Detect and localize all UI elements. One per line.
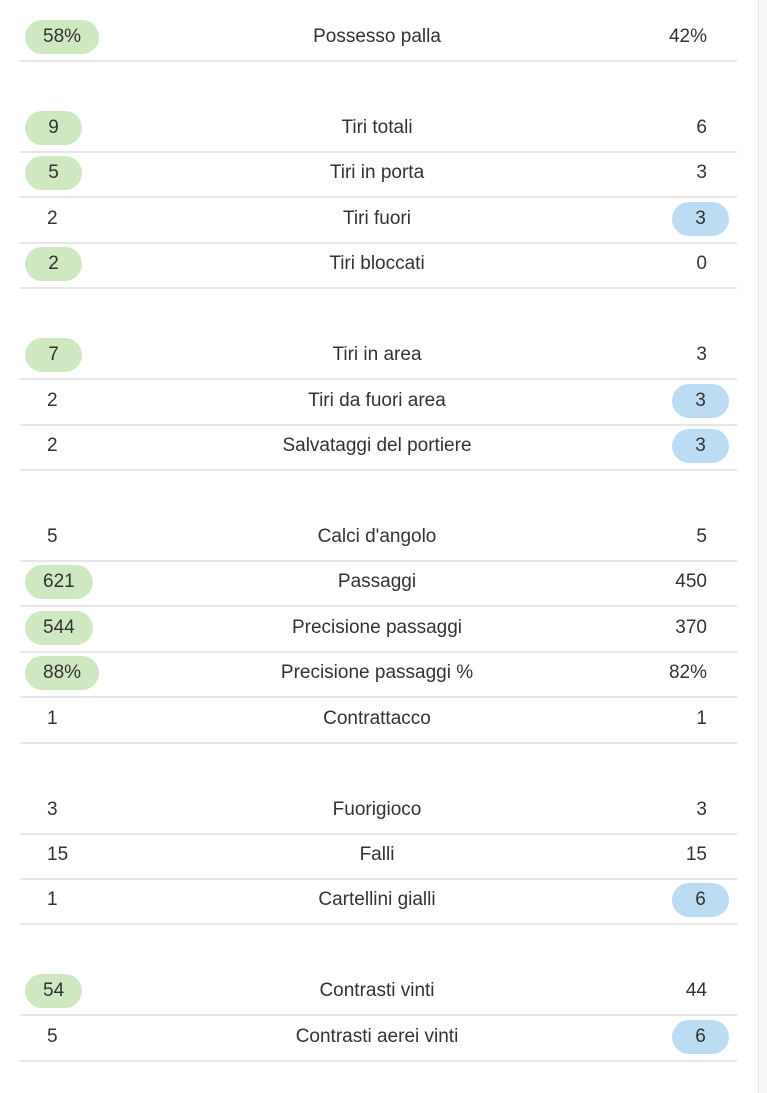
home-value: 9 <box>25 111 82 145</box>
row-divider <box>20 650 737 653</box>
stat-label: Falli <box>359 844 395 865</box>
row-divider <box>20 151 737 153</box>
stat-label: Tiri totali <box>341 117 413 138</box>
stat-row: 2 Salvataggi del portiere 3 <box>0 424 767 469</box>
away-value: 3 <box>696 798 707 820</box>
stat-label: Precisione passaggi % <box>280 662 474 684</box>
row-divider <box>20 287 737 290</box>
stat-row: 2 Tiri da fuori area 3 <box>0 379 767 424</box>
stat-row: 58% Possesso palla 42% <box>0 15 767 60</box>
stat-label: Tiri in area <box>332 344 422 366</box>
home-value: 2 <box>47 207 58 229</box>
stat-label: Calci d'angolo <box>317 526 437 547</box>
stat-label: Tiri da fuori area <box>308 389 446 411</box>
stat-label: Cartellini gialli <box>318 889 436 911</box>
row-divider <box>20 832 737 835</box>
row-divider <box>20 423 737 426</box>
home-value: 2 <box>25 247 82 282</box>
home-value: 15 <box>47 844 69 865</box>
away-value: 0 <box>696 253 707 275</box>
home-value: 88% <box>25 656 100 691</box>
row-divider <box>20 923 737 926</box>
stat-row: 2 Tiri bloccati 0 <box>0 242 767 287</box>
away-value: 5 <box>696 526 707 547</box>
stat-row: 88% Precisione passaggi % 82% <box>0 651 767 696</box>
stat-row: 7 Tiri in area 3 <box>0 333 767 378</box>
stat-row: 9 Tiri totali 6 <box>0 106 767 151</box>
home-value: 2 <box>47 389 58 411</box>
away-value: 3 <box>672 383 729 418</box>
scrollbar <box>758 0 767 1093</box>
stat-row: 2 Tiri fuori 3 <box>0 197 767 242</box>
stat-row: 15 Falli 15 <box>0 833 767 878</box>
home-value: 621 <box>25 565 93 600</box>
home-value: 5 <box>47 526 58 547</box>
stat-row: 1 Cartellini gialli 6 <box>0 878 767 923</box>
stat-row: 544 Precisione passaggi 370 <box>0 606 767 651</box>
row-divider <box>20 878 737 880</box>
away-value: 3 <box>672 429 729 463</box>
stat-label: Contrasti aerei vinti <box>295 1025 459 1047</box>
row-divider <box>20 696 737 699</box>
home-value: 5 <box>47 1025 58 1047</box>
stat-row: 5 Tiri in porta 3 <box>0 151 767 196</box>
away-value: 370 <box>675 616 707 638</box>
stat-row: 5 Contrasti aerei vinti 6 <box>0 1015 767 1060</box>
home-value: 544 <box>25 610 93 645</box>
stat-row: 54 Contrasti vinti 44 <box>0 969 767 1014</box>
stat-row: 5 Calci d'angolo 5 <box>0 515 767 560</box>
away-value: 6 <box>672 883 729 918</box>
away-value: 15 <box>685 844 707 865</box>
row-divider <box>20 378 737 381</box>
home-value: 1 <box>47 707 58 729</box>
stat-label: Contrattacco <box>323 707 431 729</box>
stat-label: Tiri bloccati <box>329 253 425 275</box>
stat-row: 3 Fuorigioco 3 <box>0 788 767 833</box>
row-divider <box>20 60 737 62</box>
stat-label: Tiri fuori <box>343 207 411 229</box>
row-divider <box>20 605 737 608</box>
away-value: 6 <box>696 117 707 138</box>
stat-label: Salvataggi del portiere <box>282 435 472 456</box>
stat-label: Contrasti vinti <box>319 980 435 1002</box>
row-divider <box>20 1014 737 1017</box>
stat-label: Possesso palla <box>313 26 441 47</box>
stat-label: Tiri in porta <box>329 162 425 184</box>
away-value: 1 <box>696 707 707 729</box>
row-divider <box>20 741 737 744</box>
home-value: 3 <box>47 798 58 820</box>
away-value: 3 <box>696 162 707 184</box>
row-divider <box>20 196 737 199</box>
away-value: 44 <box>685 980 707 1002</box>
away-value: 450 <box>675 571 707 593</box>
away-value: 42% <box>668 26 707 47</box>
away-value: 3 <box>672 201 729 236</box>
away-value: 3 <box>696 344 707 366</box>
home-value: 5 <box>25 156 82 191</box>
home-value: 54 <box>25 974 83 1009</box>
away-value: 6 <box>672 1019 729 1054</box>
home-value: 7 <box>25 338 82 373</box>
home-value: 2 <box>47 435 58 456</box>
row-divider <box>20 469 737 471</box>
stat-label: Fuorigioco <box>332 798 422 820</box>
home-value: 1 <box>47 889 58 911</box>
stat-row: 1 Contrattacco 1 <box>0 697 767 742</box>
stat-label: Precisione passaggi <box>291 616 463 638</box>
home-value: 58% <box>25 20 100 54</box>
row-divider <box>20 1059 737 1062</box>
row-divider <box>20 560 737 562</box>
row-divider <box>20 241 737 244</box>
stat-label: Passaggi <box>337 571 417 593</box>
stat-row: 621 Passaggi 450 <box>0 560 767 605</box>
away-value: 82% <box>668 662 707 684</box>
